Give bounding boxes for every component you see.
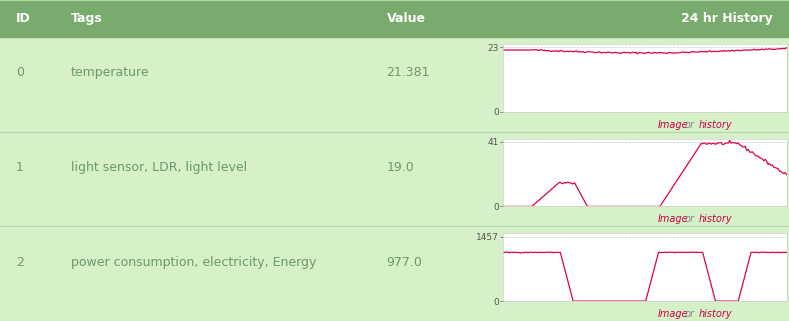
Text: 1: 1 [16, 161, 24, 174]
Text: power consumption, electricity, Energy: power consumption, electricity, Energy [71, 256, 316, 269]
Text: history: history [698, 214, 732, 224]
Text: or: or [685, 214, 695, 224]
Text: history: history [698, 309, 732, 319]
Text: 977.0: 977.0 [387, 256, 422, 269]
Bar [0, 0, 789, 37]
Text: 2: 2 [16, 256, 24, 269]
Text: or: or [685, 309, 695, 319]
Text: 21.381: 21.381 [387, 66, 430, 79]
Text: Image: Image [657, 119, 688, 130]
Text: or: or [685, 119, 695, 130]
Text: 24 hr History: 24 hr History [682, 12, 773, 25]
Text: light sensor, LDR, light level: light sensor, LDR, light level [71, 161, 247, 174]
Text: ID: ID [16, 12, 31, 25]
Text: 0: 0 [16, 66, 24, 79]
Text: Value: Value [387, 12, 425, 25]
Text: Image: Image [657, 309, 688, 319]
Text: 19.0: 19.0 [387, 161, 414, 174]
Text: Image: Image [657, 214, 688, 224]
Text: temperature: temperature [71, 66, 150, 79]
Text: history: history [698, 119, 732, 130]
Text: Tags: Tags [71, 12, 103, 25]
